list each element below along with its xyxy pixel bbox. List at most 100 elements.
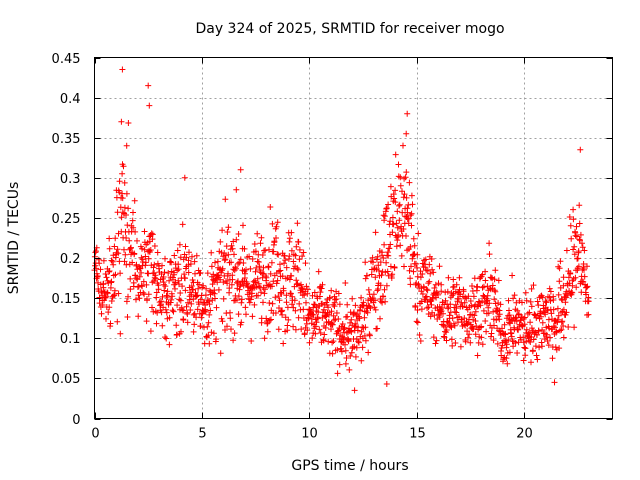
data-point — [193, 314, 200, 321]
data-point — [231, 330, 238, 337]
data-point — [554, 305, 561, 312]
data-point — [391, 195, 398, 202]
data-point — [406, 267, 413, 274]
data-point — [154, 249, 161, 256]
data-point — [521, 314, 528, 321]
data-point — [192, 270, 198, 277]
data-point — [444, 318, 451, 325]
data-point — [428, 256, 435, 262]
data-point — [579, 244, 586, 251]
data-point — [431, 285, 438, 291]
data-point — [292, 252, 299, 259]
data-point — [381, 217, 388, 224]
data-point — [461, 315, 468, 322]
data-point — [288, 229, 295, 236]
data-point — [193, 252, 200, 259]
data-point — [462, 294, 469, 301]
data-point — [100, 257, 107, 264]
data-point — [392, 187, 399, 194]
data-point — [341, 324, 348, 331]
data-point — [488, 274, 495, 281]
data-point — [131, 197, 138, 204]
data-point — [374, 253, 381, 260]
data-point — [286, 276, 293, 283]
data-point — [560, 334, 567, 341]
data-point — [225, 270, 231, 277]
data-point — [298, 326, 305, 333]
data-point — [281, 260, 287, 267]
data-point — [273, 223, 280, 230]
data-point — [174, 302, 181, 309]
data-point — [251, 301, 258, 308]
data-point — [267, 204, 274, 210]
data-point — [530, 336, 537, 343]
data-point — [413, 318, 420, 325]
data-point — [311, 289, 318, 296]
data-point — [288, 290, 294, 297]
data-point — [470, 293, 477, 300]
data-point — [389, 229, 396, 236]
data-point — [219, 227, 226, 234]
data-point — [259, 252, 266, 258]
data-point — [364, 309, 371, 316]
data-point — [229, 245, 236, 252]
data-point — [502, 330, 509, 337]
data-point — [105, 268, 112, 275]
data-point — [208, 263, 215, 270]
data-point — [402, 174, 409, 181]
data-point — [117, 270, 124, 277]
data-point — [511, 292, 518, 299]
data-point — [539, 319, 546, 326]
data-point — [330, 338, 337, 345]
data-point — [462, 338, 469, 345]
data-point — [329, 321, 336, 328]
data-point — [467, 339, 474, 346]
data-point — [333, 310, 340, 316]
data-point — [136, 273, 143, 280]
data-point — [581, 273, 588, 280]
data-point — [392, 151, 399, 158]
data-point — [272, 310, 279, 316]
data-point — [115, 250, 122, 257]
data-point — [158, 309, 165, 316]
data-point — [296, 256, 303, 263]
x-tick-labels: 0 5 10 15 20 — [91, 427, 532, 442]
data-point — [381, 241, 388, 248]
data-point — [569, 289, 576, 296]
data-point — [465, 293, 472, 300]
data-point — [571, 243, 578, 250]
data-point — [527, 298, 534, 305]
data-point — [123, 142, 130, 149]
data-point — [390, 221, 397, 228]
data-point — [170, 276, 176, 283]
data-point — [106, 268, 113, 274]
data-point — [242, 270, 248, 277]
data-point — [396, 201, 403, 208]
data-point — [268, 259, 275, 266]
data-point — [371, 304, 378, 311]
data-point — [483, 328, 490, 335]
data-point — [159, 262, 165, 269]
data-point — [514, 307, 521, 314]
data-point — [111, 243, 118, 250]
data-point — [417, 274, 424, 281]
data-point — [534, 331, 540, 338]
data-point — [132, 228, 139, 235]
data-point — [208, 249, 215, 256]
data-point — [484, 292, 491, 299]
data-point — [440, 333, 447, 340]
data-point — [121, 246, 127, 253]
data-point — [228, 281, 235, 288]
data-point — [428, 301, 435, 308]
data-point — [242, 304, 249, 311]
data-point — [504, 360, 511, 367]
data-point — [151, 261, 158, 268]
data-point — [365, 349, 372, 356]
data-point — [227, 309, 233, 316]
data-point — [114, 209, 121, 216]
data-point — [125, 293, 131, 300]
data-point — [270, 278, 277, 285]
data-point — [169, 293, 176, 300]
data-point — [247, 265, 254, 272]
data-point — [361, 314, 368, 321]
